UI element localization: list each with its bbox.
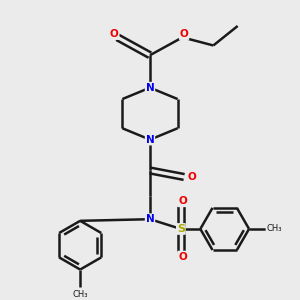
Text: O: O	[178, 196, 187, 206]
Text: N: N	[146, 83, 154, 93]
Text: N: N	[146, 214, 154, 224]
Text: O: O	[180, 29, 188, 39]
Text: N: N	[146, 135, 154, 145]
Text: CH₃: CH₃	[266, 224, 282, 233]
Text: O: O	[188, 172, 197, 182]
Text: S: S	[177, 224, 185, 234]
Text: O: O	[178, 251, 187, 262]
Text: CH₃: CH₃	[72, 290, 88, 299]
Text: O: O	[110, 29, 119, 39]
